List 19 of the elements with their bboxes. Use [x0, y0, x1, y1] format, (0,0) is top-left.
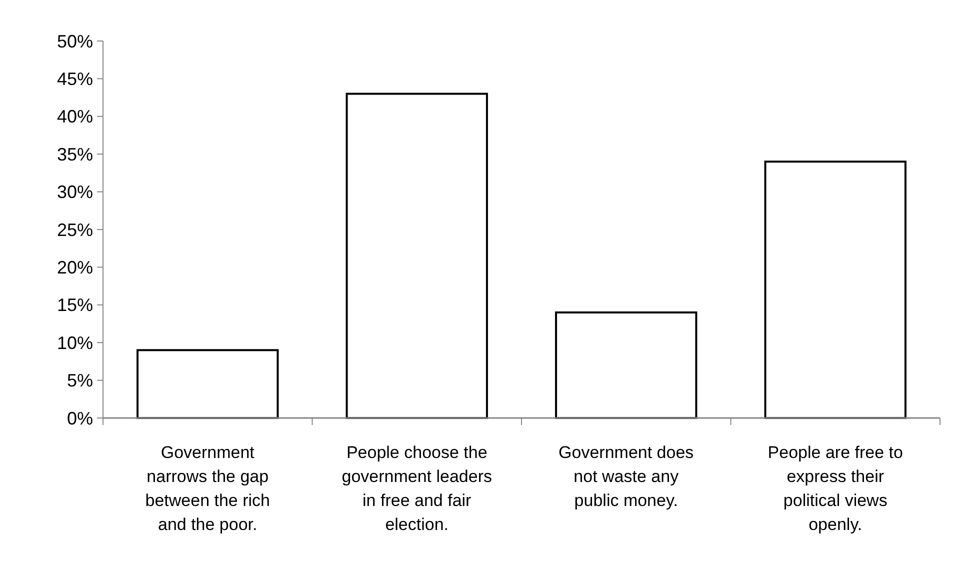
bar — [764, 160, 906, 419]
bar — [555, 311, 698, 419]
x-tick-label: People choose the government leaders in free and fair election. — [342, 443, 492, 534]
y-tick-label: 25% — [56, 220, 93, 240]
y-tick-label: 45% — [56, 69, 93, 89]
y-tick-label: 30% — [56, 182, 93, 202]
y-tick-label: 0% — [66, 408, 93, 428]
bar — [136, 349, 279, 419]
y-tick-label: 10% — [56, 332, 93, 353]
x-tick-label: Government narrows the gap between the rich and the poor. — [145, 443, 270, 534]
x-tick-label: Government does not waste any public money. — [558, 443, 694, 510]
y-tick-label: 5% — [66, 370, 93, 391]
y-tick-label: 35% — [56, 144, 93, 164]
x-tick-label: People are free to express their political views openly. — [768, 443, 903, 534]
bar — [346, 92, 488, 419]
y-tick-label: 40% — [56, 106, 93, 127]
y-tick-label: 20% — [56, 258, 93, 278]
y-tick-label: 15% — [56, 295, 93, 316]
y-tick-label: 50% — [56, 31, 93, 52]
